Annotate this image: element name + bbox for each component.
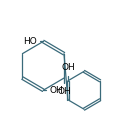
Text: OH: OH xyxy=(49,86,63,95)
Text: OH: OH xyxy=(61,63,75,72)
Text: HO: HO xyxy=(23,37,37,46)
Text: OH: OH xyxy=(57,87,71,96)
